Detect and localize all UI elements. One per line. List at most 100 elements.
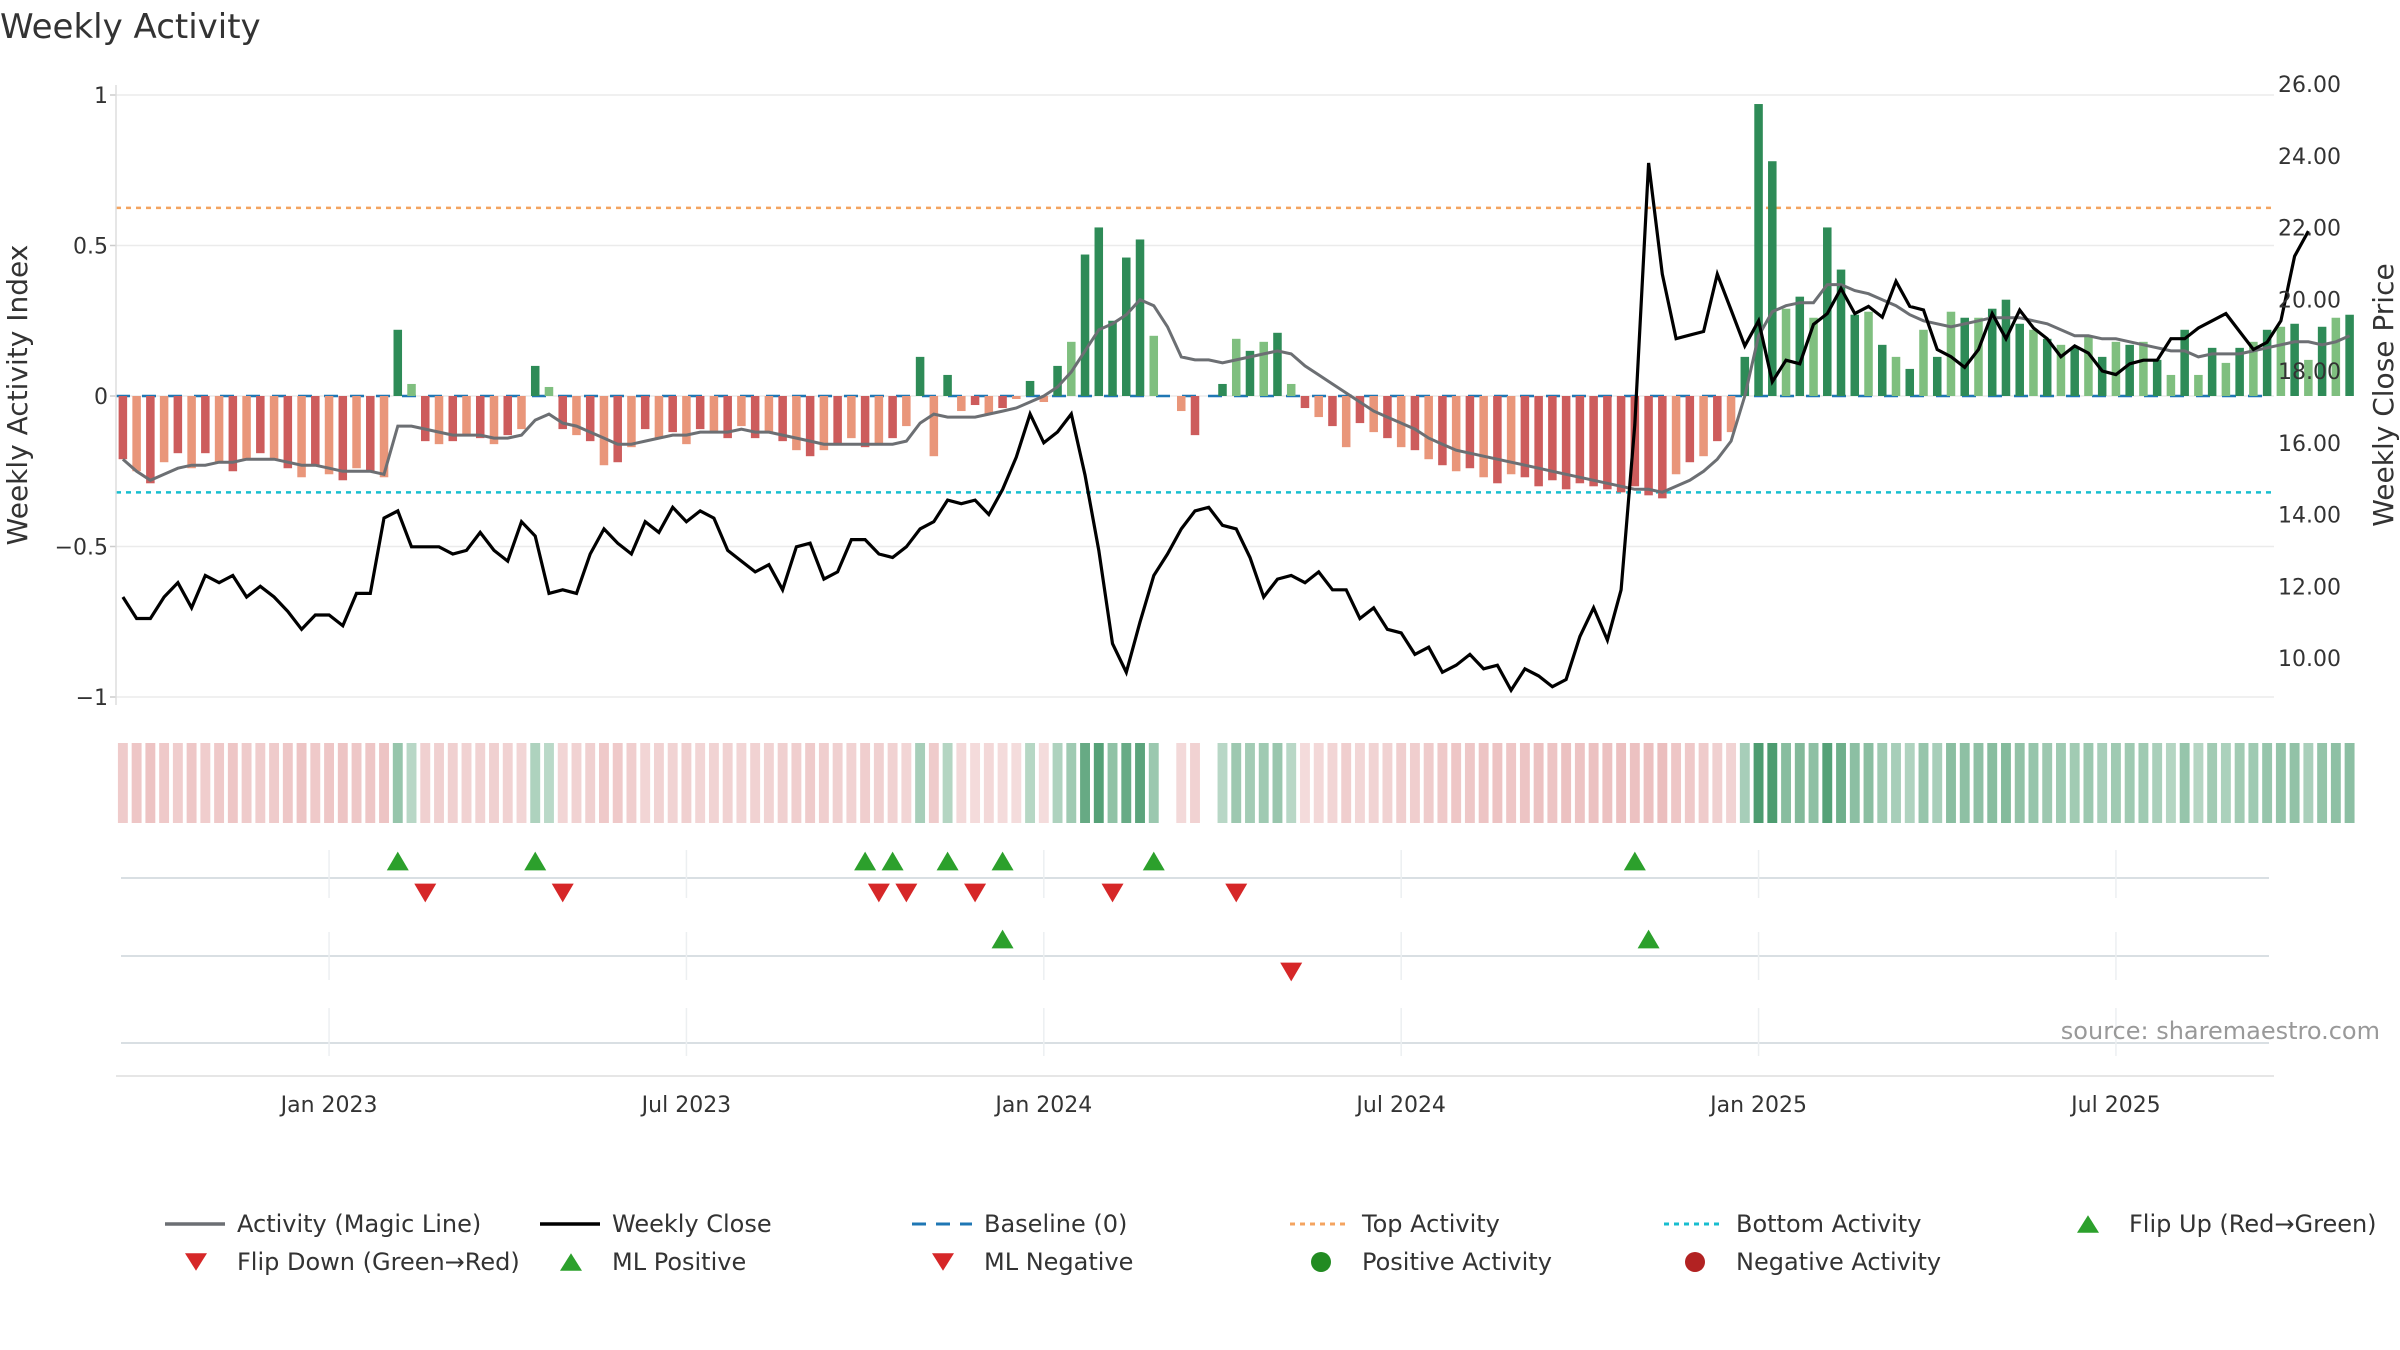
strip-cell	[942, 743, 953, 823]
activity-bar	[2235, 347, 2244, 396]
strip-cell	[1753, 743, 1764, 823]
strip-cell	[1602, 743, 1613, 823]
strip-cell	[2248, 743, 2259, 823]
activity-bar	[118, 396, 128, 460]
activity-bar	[1218, 383, 1227, 396]
strip-cell	[475, 743, 486, 823]
legend-label: Flip Up (Red→Green)	[2129, 1210, 2377, 1238]
strip-cell	[846, 743, 857, 823]
strip-cell	[1107, 743, 1118, 823]
activity-bar	[1053, 365, 1062, 396]
strip-cell	[282, 743, 293, 823]
strip-cell	[1217, 743, 1228, 823]
activity-bar	[2042, 338, 2052, 396]
strip-cell	[640, 743, 651, 823]
strip-cell	[1739, 743, 1750, 823]
strip-cell	[1327, 743, 1338, 823]
activity-bar	[434, 396, 444, 445]
strip-cell	[695, 743, 706, 823]
activity-bar	[228, 396, 238, 472]
strip-cell	[626, 743, 637, 823]
strip-cell	[1657, 743, 1668, 823]
data-lines	[121, 162, 2351, 694]
activity-bar	[2345, 314, 2354, 396]
activity-bar	[462, 396, 471, 436]
strip-cell	[571, 743, 582, 823]
activity-bar	[695, 396, 705, 430]
strip-cell	[2220, 743, 2231, 823]
activity-bar	[324, 396, 334, 475]
activity-bar	[998, 396, 1007, 409]
strip-cell	[1190, 743, 1200, 823]
strip-cell	[585, 743, 596, 823]
strip-cell	[1148, 743, 1159, 823]
activity-bar	[489, 396, 499, 445]
strip-cell	[2344, 743, 2355, 823]
strip-cell	[2193, 743, 2204, 823]
strip-cell	[557, 743, 568, 823]
strip-cell	[1245, 743, 1255, 823]
activity-bar	[819, 396, 829, 451]
strip-cell	[873, 743, 884, 823]
strip-cell	[145, 743, 156, 823]
strip-cell	[1409, 743, 1420, 823]
strip-cell	[2014, 743, 2025, 823]
activity-bar	[778, 396, 787, 442]
strip-cell	[1918, 743, 1929, 823]
activity-bar	[1960, 317, 1969, 396]
legend-label: Weekly Close	[612, 1210, 772, 1238]
strip-cell	[1341, 743, 1352, 823]
activity-bar	[242, 396, 251, 460]
activity-bar	[2262, 329, 2272, 396]
activity-bar	[1355, 396, 1365, 424]
weekly-close-series	[121, 162, 2310, 694]
strip-cell	[997, 743, 1008, 823]
activity-bar	[1190, 396, 1200, 436]
activity-bar	[1644, 396, 1653, 496]
activity-bar	[2249, 341, 2258, 396]
activity-bar	[1286, 383, 1296, 396]
activity-bar	[1369, 396, 1378, 433]
activity-bar	[1561, 396, 1571, 490]
activity-strip	[117, 743, 2355, 823]
activity-bar	[1685, 396, 1695, 463]
activity-bar	[2084, 335, 2093, 396]
activity-bar	[599, 396, 609, 466]
activity-bar	[957, 396, 966, 412]
strip-cell	[1382, 743, 1393, 823]
activity-bar	[2001, 299, 2011, 396]
activity-bar	[2276, 326, 2286, 396]
activity-bar	[668, 396, 677, 433]
strip-cell	[832, 743, 843, 823]
strip-cell	[777, 743, 788, 823]
strip-cell	[516, 743, 527, 823]
strip-cell	[1561, 743, 1572, 823]
x-tick-label: Jan 2025	[1708, 1093, 1807, 1118]
strip-cell	[1066, 743, 1077, 823]
activity-bar	[1520, 396, 1530, 478]
x-tick-label: Jan 2024	[993, 1093, 1092, 1118]
strip-cell	[1423, 743, 1434, 823]
y-tick-label: −0.5	[55, 536, 108, 561]
activity-bar	[1438, 396, 1447, 466]
strip-cell	[544, 743, 554, 823]
activity-bar	[1754, 104, 1763, 396]
activity-bar	[530, 365, 540, 396]
strip-cell	[1437, 743, 1448, 823]
strip-cell	[736, 743, 747, 823]
strip-cell	[1877, 743, 1888, 823]
activity-bar	[2180, 329, 2189, 396]
activity-bar	[1410, 396, 1420, 451]
strip-cell	[818, 743, 829, 823]
activity-bar	[1740, 356, 1750, 396]
strip-cell	[1038, 743, 1049, 823]
legend-item: Positive Activity	[1311, 1248, 1552, 1276]
flip-down-marker	[895, 883, 918, 903]
activity-bar	[283, 396, 293, 469]
flip-up-marker	[854, 851, 877, 871]
strip-cell	[172, 743, 183, 823]
activity-bar	[1795, 296, 1805, 396]
y-tick-label: 0.5	[73, 235, 108, 260]
activity-bar	[1878, 344, 1887, 396]
strip-cell	[722, 743, 733, 823]
